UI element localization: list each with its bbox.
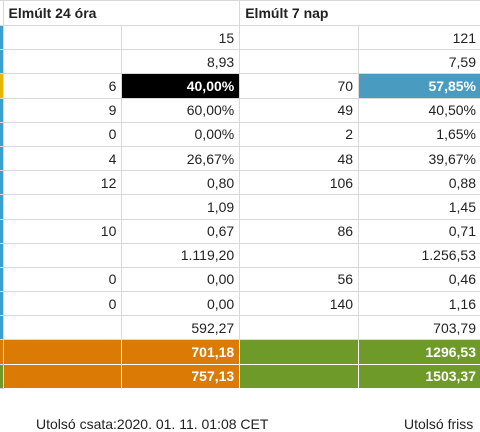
cell-7d-count[interactable]: 48 [239, 145, 360, 172]
cell-7d-count[interactable] [239, 339, 360, 365]
cell-24h-count[interactable] [2, 242, 123, 268]
cell-24h-value[interactable]: 0,00 [121, 291, 241, 317]
cell-24h-value[interactable]: 1.119,20 [121, 242, 241, 268]
cell-7d-count[interactable]: 2 [239, 121, 360, 147]
cell-24h-count[interactable]: 0 [2, 291, 123, 317]
table-row: 6 40,00% 70 57,85% [0, 73, 480, 99]
cell-7d-count[interactable]: 106 [239, 170, 360, 196]
cell-7d-count[interactable] [239, 24, 360, 51]
table-row: 4 26,67% 48 39,67% [0, 145, 480, 172]
cell-24h-count[interactable] [2, 24, 123, 51]
cell-24h-count[interactable] [2, 339, 123, 365]
cell-24h-count[interactable]: 4 [2, 145, 123, 172]
table-row: 15 121 [0, 24, 480, 51]
cell-7d-value[interactable]: 57,85% [358, 73, 480, 99]
table-row: 1.119,20 1.256,53 [0, 242, 480, 268]
cell-24h-count[interactable]: 6 [2, 73, 123, 99]
cell-24h-value[interactable]: 701,18 [121, 339, 241, 365]
cell-7d-count[interactable]: 49 [239, 97, 360, 123]
last-battle-text: Utolsó csata:2020. 01. 11. 01:08 CET [36, 416, 269, 432]
cell-24h-count[interactable]: 9 [2, 97, 123, 123]
header-row: Elmúlt 24 óra Elmúlt 7 nap [0, 0, 480, 26]
table-row: 10 0,67 86 0,71 [0, 218, 480, 244]
cell-24h-value[interactable]: 60,00% [121, 97, 241, 123]
cell-7d-value[interactable]: 1503,37 [358, 363, 480, 389]
cell-7d-count[interactable] [239, 363, 360, 389]
cell-7d-value[interactable]: 1,16 [358, 291, 480, 317]
cell-7d-value[interactable]: 0,88 [358, 170, 480, 196]
cell-24h-count[interactable] [2, 363, 123, 389]
cell-7d-value[interactable]: 1296,53 [358, 339, 480, 365]
cell-24h-value[interactable]: 8,93 [121, 49, 241, 75]
cell-7d-value[interactable]: 0,46 [358, 266, 480, 293]
table-row: 592,27 703,79 [0, 315, 480, 341]
header-7d[interactable]: Elmúlt 7 nap [239, 0, 480, 26]
cell-24h-count[interactable] [2, 315, 123, 341]
table-row: 8,93 7,59 [0, 49, 480, 75]
table-row: 0 0,00 140 1,16 [0, 291, 480, 317]
cell-24h-value[interactable]: 592,27 [121, 315, 241, 341]
cell-24h-count[interactable]: 10 [2, 218, 123, 244]
cell-24h-value[interactable]: 0,67 [121, 218, 241, 244]
cell-7d-count[interactable]: 86 [239, 218, 360, 244]
table-row: 1,09 1,45 [0, 194, 480, 220]
table-row: 757,13 1503,37 [0, 363, 480, 389]
last-update-text: Utolsó friss [404, 416, 474, 432]
cell-7d-value[interactable]: 703,79 [358, 315, 480, 341]
table-row: 0 0,00 56 0,46 [0, 266, 480, 293]
cell-7d-value[interactable]: 0,71 [358, 218, 480, 244]
stats-table: Elmúlt 24 óra Elmúlt 7 nap 15 121 8,93 7,59… [0, 0, 480, 389]
cell-24h-value[interactable]: 757,13 [121, 363, 241, 389]
cell-24h-value[interactable]: 0,00 [121, 266, 241, 293]
cell-7d-value[interactable]: 1.256,53 [358, 242, 480, 268]
cell-7d-count[interactable] [239, 49, 360, 75]
cell-24h-value[interactable]: 0,80 [121, 170, 241, 196]
table-row: 12 0,80 106 0,88 [0, 170, 480, 196]
cell-7d-value[interactable]: 1,45 [358, 194, 480, 220]
header-24h[interactable]: Elmúlt 24 óra [2, 0, 241, 26]
table-row: 701,18 1296,53 [0, 339, 480, 365]
cell-7d-value[interactable]: 1,65% [358, 121, 480, 147]
cell-7d-count[interactable] [239, 194, 360, 220]
cell-24h-count[interactable]: 0 [2, 121, 123, 147]
table-row: 0 0,00% 2 1,65% [0, 121, 480, 147]
row-edge [0, 363, 4, 389]
cell-7d-count[interactable]: 70 [239, 73, 360, 99]
cell-7d-value[interactable]: 7,59 [358, 49, 480, 75]
cell-24h-value[interactable]: 26,67% [121, 145, 241, 172]
cell-24h-count[interactable]: 12 [2, 170, 123, 196]
cell-24h-count[interactable] [2, 49, 123, 75]
cell-7d-value[interactable]: 40,50% [358, 97, 480, 123]
cell-7d-value[interactable]: 39,67% [358, 145, 480, 172]
cell-24h-count[interactable] [2, 194, 123, 220]
cell-7d-count[interactable]: 140 [239, 291, 360, 317]
cell-7d-count[interactable]: 56 [239, 266, 360, 293]
cell-24h-value[interactable]: 0,00% [121, 121, 241, 147]
cell-24h-value[interactable]: 15 [121, 24, 241, 51]
cell-24h-value[interactable]: 40,00% [121, 73, 241, 99]
table-row: 9 60,00% 49 40,50% [0, 97, 480, 123]
cell-24h-value[interactable]: 1,09 [121, 194, 241, 220]
cell-7d-count[interactable] [239, 315, 360, 341]
cell-24h-count[interactable]: 0 [2, 266, 123, 293]
cell-7d-value[interactable]: 121 [358, 24, 480, 51]
cell-7d-count[interactable] [239, 242, 360, 268]
